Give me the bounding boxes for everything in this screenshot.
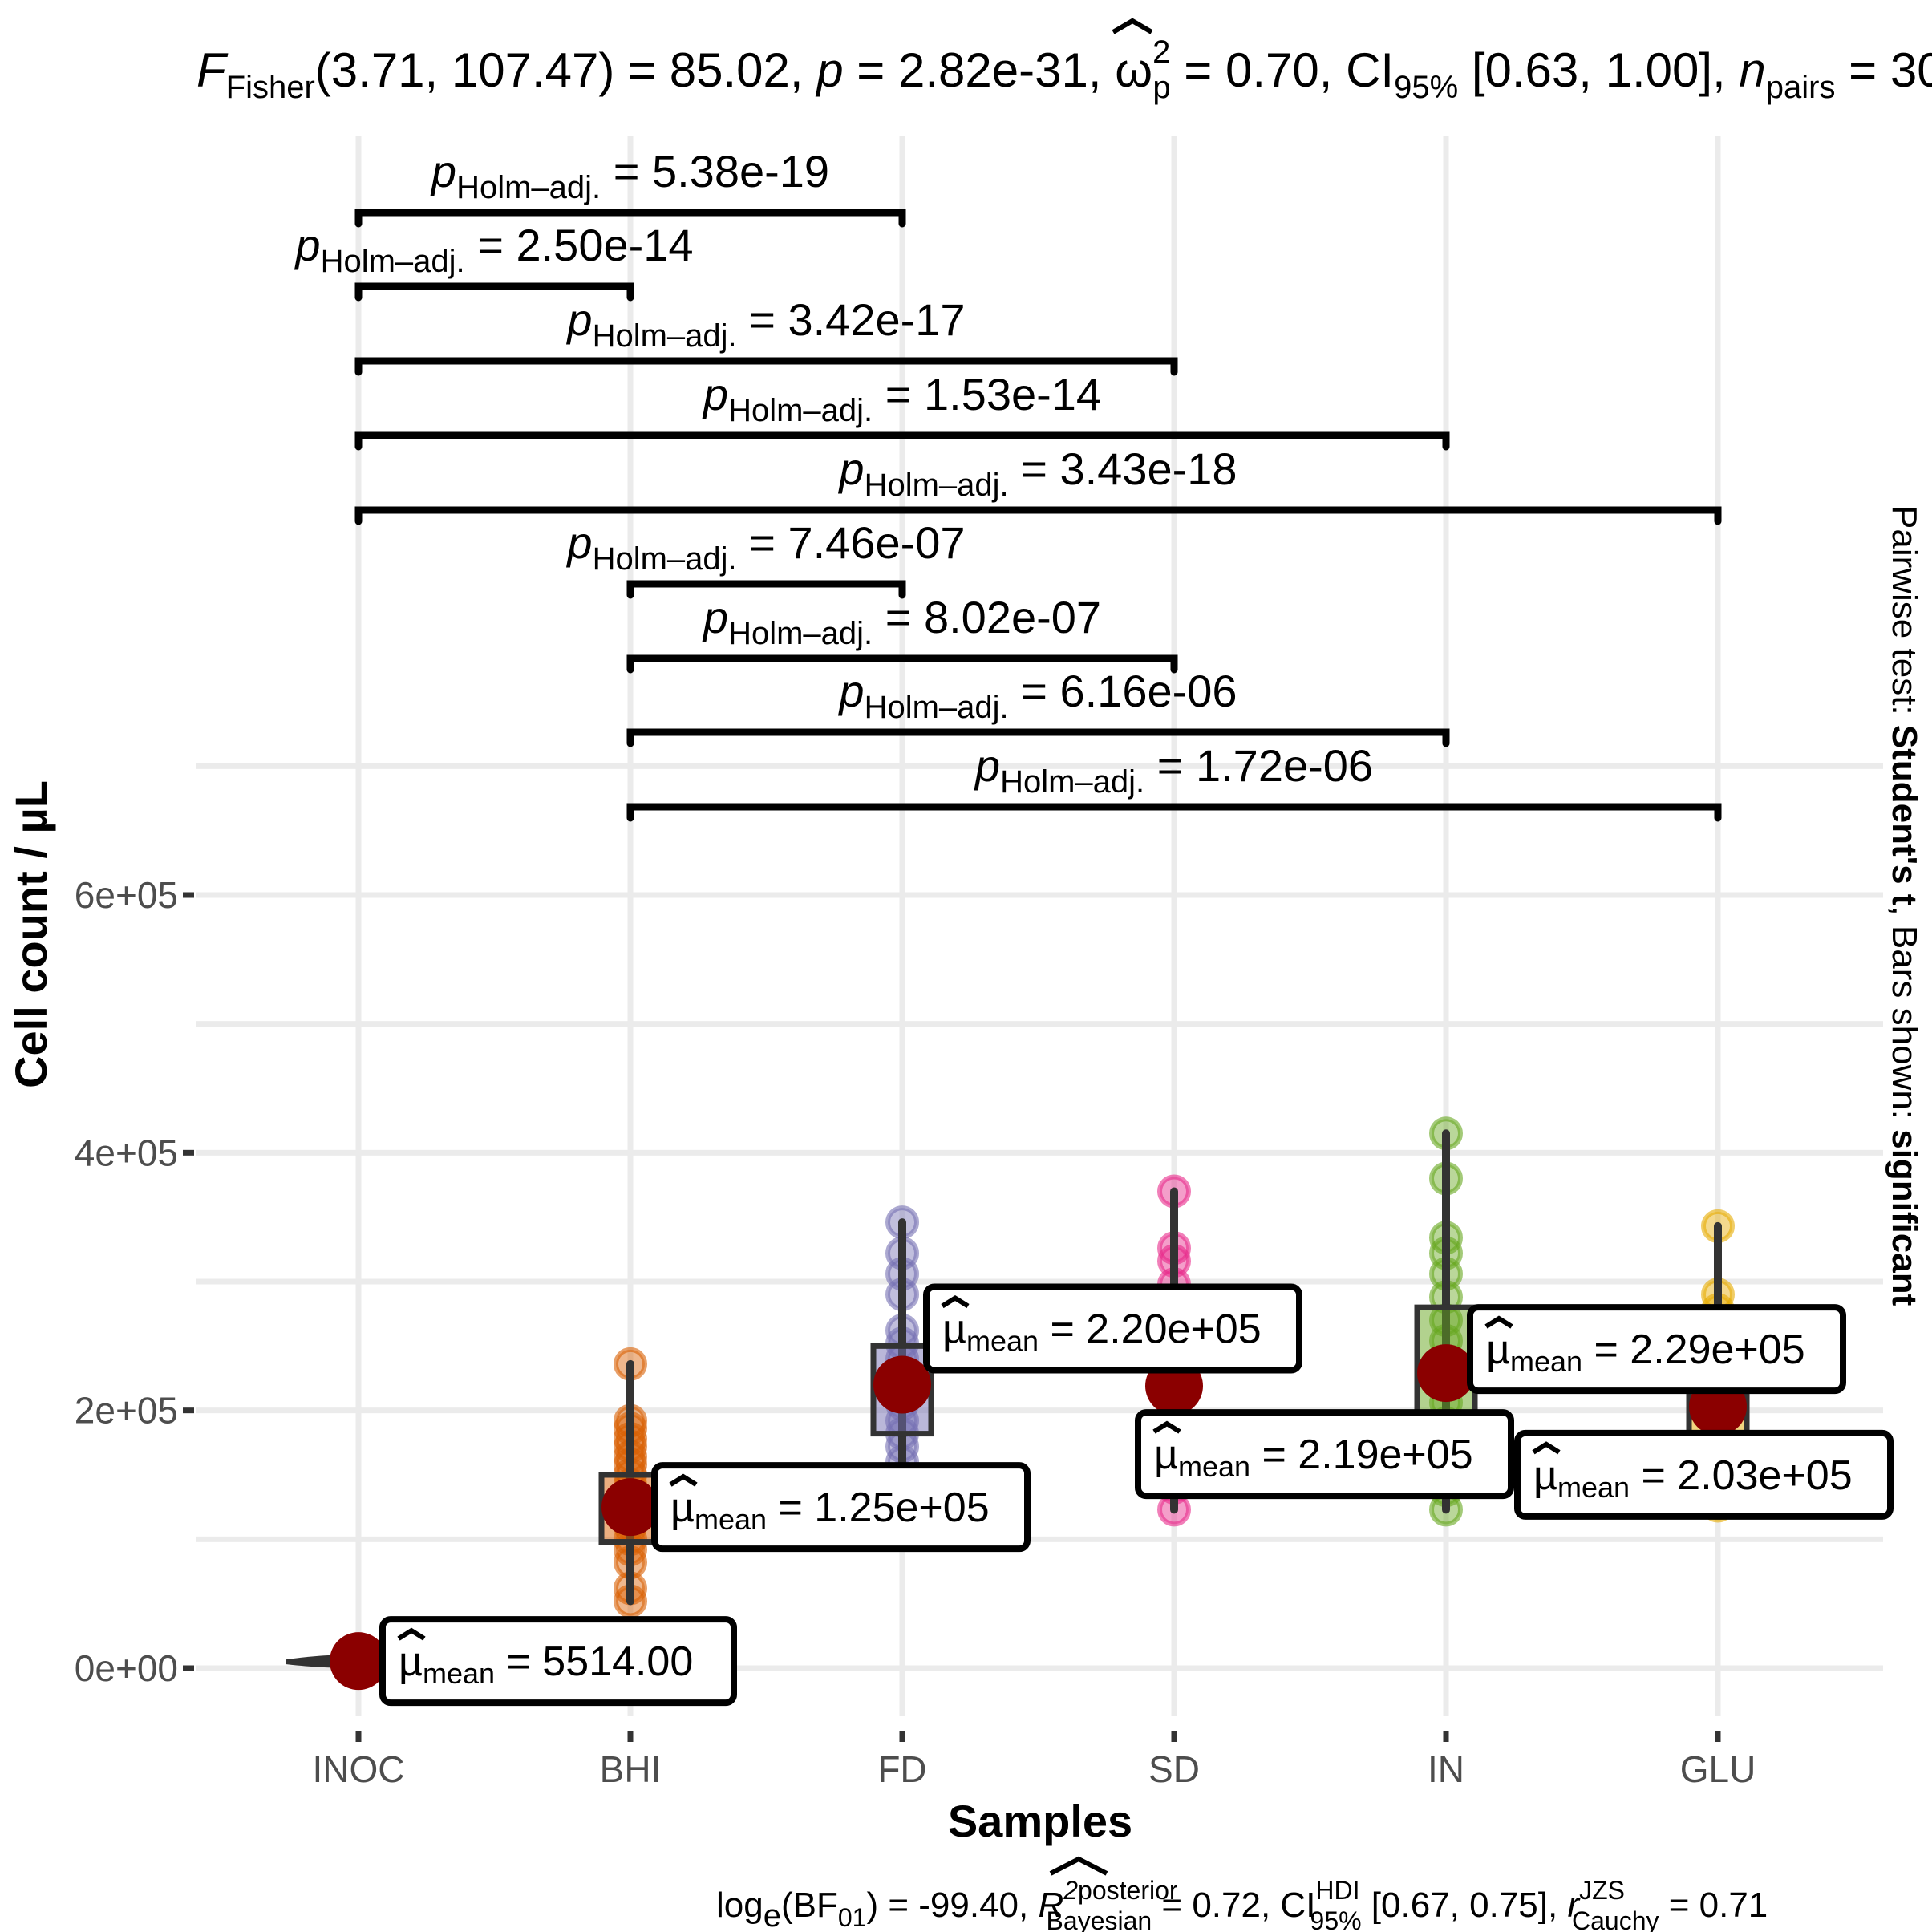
pairwise-bracket	[354, 431, 1450, 451]
mean-label-text: µmean = 2.19e+05	[1154, 1432, 1473, 1483]
caption-rc: r	[1567, 1885, 1581, 1925]
subtitle-n-sub: pairs	[1766, 70, 1836, 105]
subtitle-omega-hat	[1112, 18, 1153, 34]
pairwise-p-label: pHolm–adj. = 8.02e-07	[702, 592, 1101, 651]
y-tick-label: 6e+05	[75, 874, 178, 916]
mean-hat-mark	[941, 1294, 970, 1309]
x-tick-label: INOC	[313, 1748, 405, 1790]
x-axis-title: Samples	[948, 1796, 1132, 1846]
subtitle-p-value: = 2.82e-31,	[844, 43, 1116, 97]
mean-label-box	[651, 1462, 1031, 1553]
caption-r-value: = 0.72, CI	[1152, 1885, 1315, 1925]
mean-label-box	[923, 1283, 1302, 1374]
subtitle-ci-value: [0.63, 1.00],	[1458, 43, 1739, 97]
caption-bf: (BF	[781, 1885, 838, 1925]
pairwise-bracket	[626, 654, 1178, 674]
pairwise-bracket	[626, 580, 906, 599]
x-tick-label: BHI	[600, 1748, 662, 1790]
subtitle-ci-sub: 95%	[1394, 70, 1458, 105]
subtitle-f-name: F	[196, 43, 229, 97]
mean-hat-mark	[397, 1627, 426, 1641]
x-tick-label: SD	[1148, 1748, 1200, 1790]
pairwise-bracket	[354, 357, 1178, 376]
x-tick-label: GLU	[1680, 1748, 1756, 1790]
caption-r-sup-label: posterior	[1078, 1876, 1178, 1905]
caption-log: log	[716, 1885, 763, 1925]
mean-label-text: µmean = 2.03e+05	[1533, 1452, 1853, 1504]
pairwise-bracket	[626, 728, 1450, 747]
mean-hat-mark	[669, 1473, 698, 1487]
caption-bf-sub: 01	[838, 1903, 867, 1932]
subtitle-f-sub: Fisher	[226, 70, 315, 105]
caption-r-sub-label: Bayesian	[1047, 1906, 1152, 1932]
subtitle-f-args: (3.71, 107.47) = 85.02,	[315, 43, 816, 97]
caption-r-hat	[1049, 1856, 1108, 1876]
subtitle-stats: FFisher(3.71, 107.47) = 85.02, p = 2.82e…	[196, 34, 1932, 105]
pairwise-bracket	[626, 803, 1722, 822]
subtitle-n: n	[1739, 43, 1765, 97]
side-note-middle: , Bars shown:	[1885, 905, 1924, 1129]
side-note-shown: significant	[1885, 1129, 1924, 1306]
x-tick-label: IN	[1428, 1748, 1464, 1790]
caption-ci-sub: 95%	[1310, 1906, 1362, 1932]
mean-label-text: µmean = 5514.00	[399, 1638, 693, 1690]
caption-r-sup: 2	[1063, 1876, 1078, 1905]
pairwise-bracket	[354, 506, 1722, 525]
mean-label-text: µmean = 1.25e+05	[670, 1484, 990, 1536]
pairwise-p-label: pHolm–adj. = 7.46e-07	[565, 517, 965, 577]
caption-r: R	[1038, 1885, 1063, 1925]
side-note-prefix: Pairwise test:	[1885, 505, 1924, 725]
caption-rc-value: = 0.71	[1659, 1885, 1768, 1925]
y-tick-label: 2e+05	[75, 1390, 178, 1432]
subtitle-omega-sub: p	[1152, 70, 1170, 105]
mean-point	[330, 1632, 387, 1691]
caption-bf-value: ) = -99.40,	[866, 1885, 1038, 1925]
subtitle-omega-value: = 0.70, CI	[1171, 43, 1395, 97]
pairwise-p-label: pHolm–adj. = 2.50e-14	[294, 220, 693, 279]
subtitle-omega-sup: 2	[1152, 34, 1170, 70]
pairwise-p-label: pHolm–adj. = 1.72e-06	[974, 740, 1373, 800]
pairwise-bracket	[354, 209, 906, 228]
y-tick-label: 4e+05	[75, 1132, 178, 1173]
x-tick-label: FD	[877, 1748, 926, 1790]
pairwise-p-label: pHolm–adj. = 3.42e-17	[565, 294, 965, 354]
subtitle-omega: ω	[1115, 43, 1152, 97]
y-tick-label: 0e+00	[75, 1647, 178, 1689]
mean-point	[873, 1355, 931, 1414]
caption-rc-sup: JZS	[1579, 1876, 1625, 1905]
pairwise-p-label: pHolm–adj. = 5.38e-19	[430, 146, 829, 205]
mean-point	[601, 1478, 659, 1537]
mean-label-text: µmean = 2.20e+05	[942, 1306, 1262, 1358]
mean-label-box	[1135, 1409, 1514, 1500]
pairwise-p-label: pHolm–adj. = 6.16e-06	[837, 666, 1237, 725]
y-axis-title: Cell count / µL	[6, 780, 56, 1088]
pairwise-bracket	[354, 282, 634, 302]
mean-point	[1417, 1344, 1475, 1403]
side-note-test: Student's t	[1885, 725, 1924, 906]
caption-rc-sub: Cauchy	[1572, 1906, 1659, 1932]
mean-hat-mark	[1532, 1441, 1561, 1455]
subtitle-p: p	[815, 43, 843, 97]
caption-ci-sup: HDI	[1315, 1876, 1359, 1905]
boxplots	[286, 1129, 1750, 1668]
y-axis: 0e+00 2e+05 4e+05 6e+05	[75, 874, 194, 1689]
pairwise-brackets: pHolm–adj. = 5.38e-19 pHolm–adj. = 2.50e-…	[294, 146, 1722, 822]
caption-log-sub: e	[763, 1898, 781, 1932]
mean-label-box	[1467, 1304, 1846, 1395]
mean-hat-mark	[1152, 1420, 1181, 1434]
pairwise-p-label: pHolm–adj. = 3.43e-18	[837, 444, 1237, 503]
pairwise-p-label: pHolm–adj. = 1.53e-14	[702, 369, 1101, 428]
caption-stats: loge(BF01) = -99.40, R2posterior Bayesian…	[716, 1876, 1768, 1932]
mean-labels: µmean = 5514.00 µmean = 1.25e+05 µmean = 2…	[379, 1283, 1894, 1707]
pairwise-test-note: Pairwise test: Student's t, Bars shown: …	[1885, 505, 1924, 1306]
x-axis: INOC BHI FD SD IN GLU	[313, 1731, 1756, 1790]
mean-label-box	[1514, 1429, 1894, 1520]
mean-label-box	[379, 1616, 737, 1707]
subtitle-n-value: = 30	[1835, 43, 1932, 97]
mean-hat-mark	[1484, 1315, 1513, 1329]
mean-label-text: µmean = 2.29e+05	[1486, 1326, 1805, 1378]
caption-ci-value: [0.67, 0.75],	[1362, 1885, 1568, 1925]
